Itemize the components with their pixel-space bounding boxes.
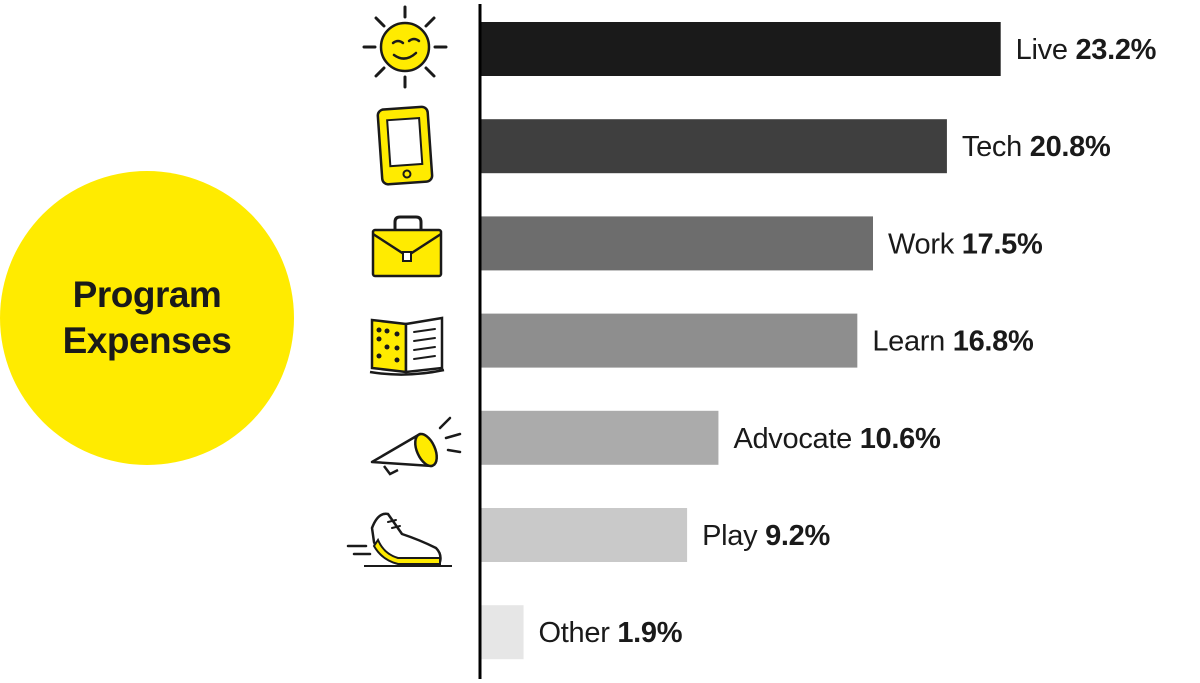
icons <box>346 5 462 567</box>
bar-label-advocate: Advocate 10.6% <box>733 423 941 455</box>
bar-other <box>481 605 524 660</box>
value-label: 1.9% <box>617 617 682 649</box>
value-label: 10.6% <box>860 423 941 455</box>
badge-title: Program Expenses <box>62 274 232 361</box>
smartphone-icon <box>376 105 434 186</box>
bar-label-learn: Learn 16.8% <box>872 326 1034 358</box>
category-label: Other <box>539 617 618 649</box>
bar-label-other: Other 1.9% <box>539 617 683 649</box>
bar-label-play: Play 9.2% <box>702 520 830 552</box>
bar-label-work: Work 17.5% <box>888 228 1043 260</box>
program-expenses-badge: Program Expenses <box>0 171 294 465</box>
bar-labels: Live 23.2% Tech 20.8% Work 17.5% Learn 16.8… <box>539 34 1157 649</box>
value-label: 20.8% <box>1030 131 1111 163</box>
category-label: Play <box>702 520 765 552</box>
category-label: Tech <box>962 131 1030 163</box>
bar-work <box>481 216 873 271</box>
sneaker-icon <box>346 512 452 567</box>
value-label: 17.5% <box>962 228 1043 260</box>
megaphone-icon <box>370 416 462 476</box>
category-label: Live <box>1016 34 1076 66</box>
value-label: 23.2% <box>1075 34 1156 66</box>
bar-advocate <box>481 410 719 465</box>
bar-learn <box>481 313 858 368</box>
bar-label-tech: Tech 20.8% <box>962 131 1111 163</box>
value-label: 16.8% <box>953 326 1034 358</box>
bar-live <box>481 22 1001 76</box>
category-label: Work <box>888 228 962 260</box>
sun-icon <box>362 5 448 89</box>
bar-play <box>481 508 688 562</box>
bar-tech <box>481 119 947 174</box>
bars <box>481 22 1001 660</box>
braille-book-icon <box>369 316 445 376</box>
value-label: 9.2% <box>765 520 830 552</box>
category-label: Advocate <box>733 423 859 455</box>
category-label: Learn <box>872 326 952 358</box>
briefcase-icon <box>371 215 443 278</box>
bar-label-live: Live 23.2% <box>1016 34 1157 66</box>
